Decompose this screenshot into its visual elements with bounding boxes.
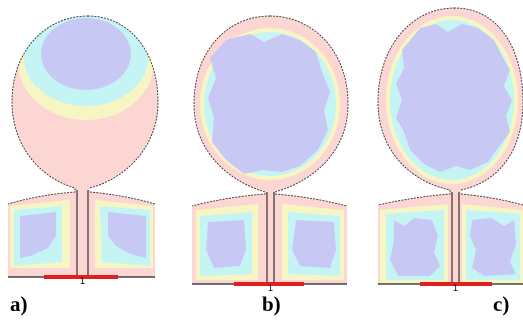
field-map-a — [8, 16, 158, 277]
panel-c: 1 c) — [377, 7, 523, 316]
panel-label-a: a) — [10, 292, 28, 316]
source-mark-b: 1 — [268, 283, 273, 293]
source-mark-c: 1 — [453, 283, 458, 293]
source-mark-a: 1 — [80, 276, 85, 286]
panel-label-c: c) — [493, 292, 509, 316]
resonator-outline-a — [7, 15, 159, 205]
resonator-outline-b — [191, 15, 349, 207]
panel-a: 1 a) — [7, 15, 159, 316]
panel-b: 1 b) — [191, 15, 349, 316]
resonator-outline-c — [377, 7, 523, 206]
field-map-c — [378, 8, 523, 284]
panel-label-b: b) — [262, 292, 281, 316]
field-map-b — [192, 16, 348, 284]
